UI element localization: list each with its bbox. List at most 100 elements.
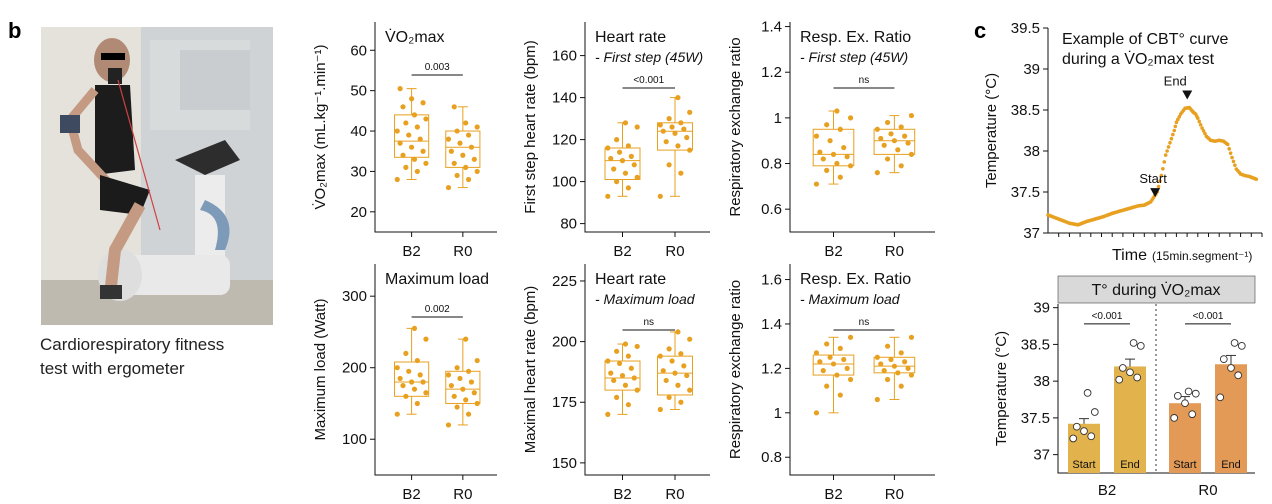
p-value-label: 0.002: [425, 304, 450, 315]
category-label: R0: [665, 486, 684, 503]
chart-subtitle: - First step (45W): [595, 49, 703, 65]
data-point: [663, 377, 669, 384]
data-point: [669, 358, 675, 364]
data-point: [406, 132, 412, 138]
y-tick-label: 1: [774, 405, 782, 422]
data-point: [898, 163, 904, 169]
axis-lines: [789, 264, 935, 476]
data-point: [824, 122, 830, 128]
data-point: [1083, 389, 1092, 397]
y-axis-label: First step heart rate (bpm): [522, 40, 539, 213]
data-point: [1230, 339, 1239, 347]
category-label: B2: [402, 243, 420, 260]
data-point: [417, 136, 423, 142]
data-point: [827, 138, 833, 144]
bar: [1114, 366, 1146, 473]
rider-torso: [95, 85, 135, 175]
data-point: [1184, 387, 1193, 396]
curve-point: [1177, 115, 1182, 119]
curve-point: [1231, 159, 1236, 164]
curve-point: [1203, 131, 1207, 136]
annotation-label: End: [1164, 74, 1187, 89]
data-point: [678, 399, 684, 405]
chart-subtitle: - Maximum load: [595, 291, 696, 307]
y-tick-label: 160: [552, 48, 577, 65]
data-point: [824, 167, 830, 173]
category-label: R0: [453, 243, 472, 260]
data-point: [420, 379, 426, 385]
data-point: [1115, 375, 1124, 384]
data-point: [663, 139, 669, 145]
data-point: [460, 386, 466, 392]
y-tick-label: 100: [342, 431, 367, 448]
data-point: [813, 410, 820, 416]
data-point: [454, 365, 460, 371]
category-label: B2: [824, 243, 842, 260]
data-point: [397, 140, 403, 146]
data-point: [622, 120, 629, 126]
y-tick-label: 1.6: [761, 272, 782, 289]
data-point: [605, 358, 611, 364]
data-point: [874, 354, 880, 360]
axis-lines: [374, 264, 497, 476]
data-point: [397, 86, 403, 92]
data-point: [817, 359, 823, 365]
curve-point: [1228, 151, 1233, 155]
data-point: [1072, 422, 1081, 431]
data-point: [445, 372, 452, 378]
data-point: [409, 144, 415, 150]
data-point: [678, 170, 684, 176]
data-point: [1136, 342, 1145, 350]
data-point: [465, 132, 472, 138]
data-point: [403, 164, 409, 170]
photo-cabinet: [180, 50, 250, 110]
chart-title-line-2: during a V̇O₂max test: [1062, 50, 1215, 68]
data-point: [847, 163, 854, 169]
data-point: [448, 382, 454, 389]
data-point: [400, 104, 406, 110]
data-point: [625, 402, 631, 408]
curve-point: [1162, 160, 1167, 164]
data-point: [423, 116, 429, 122]
data-point: [841, 356, 847, 363]
data-point: [813, 350, 820, 356]
data-point: [666, 116, 672, 122]
curve-point: [1156, 184, 1161, 189]
boxplot-6: 0.8 1 1.2 1.4 1.6 Respiratory exchange ratio R…: [727, 264, 935, 503]
data-point: [423, 390, 429, 396]
chart-title: Heart rate: [595, 271, 666, 288]
data-point: [905, 365, 911, 371]
data-point: [465, 368, 472, 374]
data-point: [669, 124, 675, 130]
box-iqr: [812, 128, 855, 167]
y-tick-label: 37.5: [1021, 410, 1050, 427]
data-point: [423, 160, 429, 166]
curve-point: [1171, 132, 1175, 137]
data-point: [394, 365, 400, 371]
data-point: [837, 174, 843, 180]
y-tick-label: 37: [1033, 447, 1050, 464]
data-point: [465, 411, 472, 417]
data-point: [1173, 391, 1182, 400]
y-tick-label: 1.4: [761, 316, 782, 333]
data-point: [608, 155, 614, 162]
data-point: [834, 160, 840, 167]
data-point: [675, 143, 681, 149]
data-point: [625, 185, 631, 191]
photo-caption: Cardiorespiratory fitness test with ergo…: [40, 333, 224, 381]
data-point: [1087, 432, 1096, 441]
p-value-label: ns: [643, 317, 654, 328]
data-point: [471, 156, 477, 162]
y-tick-label: 120: [552, 132, 577, 149]
bike-base: [120, 255, 230, 295]
boxplot-2: 80 100 120 140 160 First step heart rate (bpm…: [522, 22, 710, 260]
data-point: [616, 149, 623, 155]
y-tick-label: 0.6: [761, 201, 782, 218]
data-point: [895, 370, 901, 376]
curve-point: [1197, 119, 1202, 124]
data-point: [908, 112, 915, 119]
y-axis-label: Respiratory exchange ratio: [727, 280, 744, 459]
data-point: [675, 95, 681, 101]
